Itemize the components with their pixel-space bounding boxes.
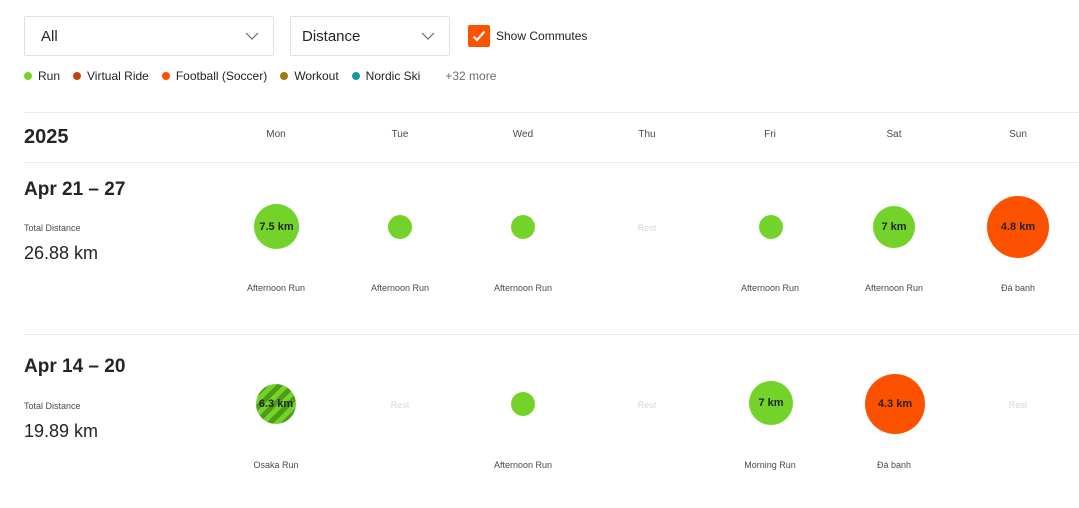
divider xyxy=(24,334,1079,335)
legend-label: Nordic Ski xyxy=(365,69,421,83)
activity-name-sun[interactable]: Đá banh xyxy=(1000,283,1036,293)
legend-dot xyxy=(73,72,82,80)
week-total-value: 19.89 km xyxy=(24,421,99,441)
day-header-wed: Wed xyxy=(512,129,534,140)
legend-label: Virtual Ride xyxy=(87,69,149,83)
activity-distance: 7.5 km xyxy=(259,220,294,233)
week-total-label: Total Distance xyxy=(24,223,81,233)
activity-name-tue[interactable]: Afternoon Run xyxy=(370,283,430,293)
show-commutes-checkbox[interactable] xyxy=(468,25,490,47)
activity-name-fri[interactable]: Morning Run xyxy=(744,460,796,470)
legend-item-workout: Workout xyxy=(280,69,339,83)
activity-name-sat[interactable]: Đá banh xyxy=(876,460,912,470)
metric-select[interactable]: Distance xyxy=(290,16,450,56)
day-header-sat: Sat xyxy=(886,129,902,140)
divider xyxy=(24,112,1079,113)
day-header-mon: Mon xyxy=(266,129,286,140)
chevron-down-icon xyxy=(245,32,259,40)
activity-bubble-fri[interactable] xyxy=(759,215,783,239)
legend-item-run: Run xyxy=(24,69,60,83)
activity-distance: 6.3 km xyxy=(258,398,294,410)
activity-bubble-mon[interactable]: 6.3 km xyxy=(256,384,296,424)
activity-name-wed[interactable]: Afternoon Run xyxy=(493,283,553,293)
legend-dot xyxy=(24,72,32,80)
activity-bubble-wed[interactable] xyxy=(511,392,535,416)
legend-more-link[interactable]: +32 more xyxy=(445,69,497,83)
legend-dot xyxy=(351,72,360,80)
legend-item-football: Football (Soccer) xyxy=(161,69,268,83)
legend-dot xyxy=(161,72,170,80)
rest-day-thu: Rest xyxy=(637,223,657,233)
activity-distance: 4.3 km xyxy=(877,398,913,410)
legend-label: Workout xyxy=(294,69,339,83)
metric-value: Distance xyxy=(302,27,361,45)
activity-name-wed[interactable]: Afternoon Run xyxy=(493,460,553,470)
calendar-year: 2025 xyxy=(24,126,69,148)
sport-legend: Run Virtual Ride Football (Soccer) Worko… xyxy=(24,68,496,84)
activity-name-fri[interactable]: Afternoon Run xyxy=(740,283,800,293)
rest-day-thu: Rest xyxy=(637,400,657,410)
rest-day-tue: Rest xyxy=(390,400,410,410)
week-total-value: 26.88 km xyxy=(24,243,99,263)
legend-item-nordic-ski: Nordic Ski xyxy=(351,69,421,83)
legend-item-virtual-ride: Virtual Ride xyxy=(73,69,149,83)
checkmark-icon xyxy=(472,30,486,42)
day-header-tue: Tue xyxy=(391,129,409,140)
day-header-fri: Fri xyxy=(764,129,776,140)
legend-label: Run xyxy=(38,69,61,83)
activity-distance: 4.8 km xyxy=(1000,221,1036,233)
day-header-sun: Sun xyxy=(1009,129,1027,140)
activity-bubble-mon[interactable]: 7.5 km xyxy=(254,204,299,249)
divider xyxy=(24,162,1079,163)
activity-bubble-fri[interactable]: 7 km xyxy=(749,381,793,425)
filter-bar: All Distance Show Commutes xyxy=(24,16,587,56)
activity-bubble-sat[interactable]: 4.3 km xyxy=(865,374,925,434)
week-range: Apr 14 – 20 xyxy=(24,356,126,377)
activity-bubble-wed[interactable] xyxy=(511,215,535,239)
activity-bubble-sat[interactable]: 7 km xyxy=(873,206,915,248)
week-range: Apr 21 – 27 xyxy=(24,179,126,200)
legend-dot xyxy=(280,72,289,80)
sport-type-select[interactable]: All xyxy=(24,16,274,56)
activity-name-mon[interactable]: Afternoon Run xyxy=(246,283,306,293)
activity-distance: 7 km xyxy=(758,397,784,409)
activity-distance: 7 km xyxy=(881,221,907,233)
chevron-down-icon xyxy=(421,32,435,40)
show-commutes-label: Show Commutes xyxy=(496,29,588,43)
show-commutes-toggle[interactable]: Show Commutes xyxy=(468,25,587,47)
activity-bubble-sun[interactable]: 4.8 km xyxy=(987,196,1049,258)
activity-name-sat[interactable]: Afternoon Run xyxy=(864,283,924,293)
activity-name-mon[interactable]: Osaka Run xyxy=(253,460,299,470)
week-total-label: Total Distance xyxy=(24,401,81,411)
rest-day-sun: Rest xyxy=(1008,400,1028,410)
day-header-thu: Thu xyxy=(638,129,656,140)
sport-type-value: All xyxy=(41,27,58,45)
activity-bubble-tue[interactable] xyxy=(388,215,412,239)
legend-label: Football (Soccer) xyxy=(175,69,268,83)
